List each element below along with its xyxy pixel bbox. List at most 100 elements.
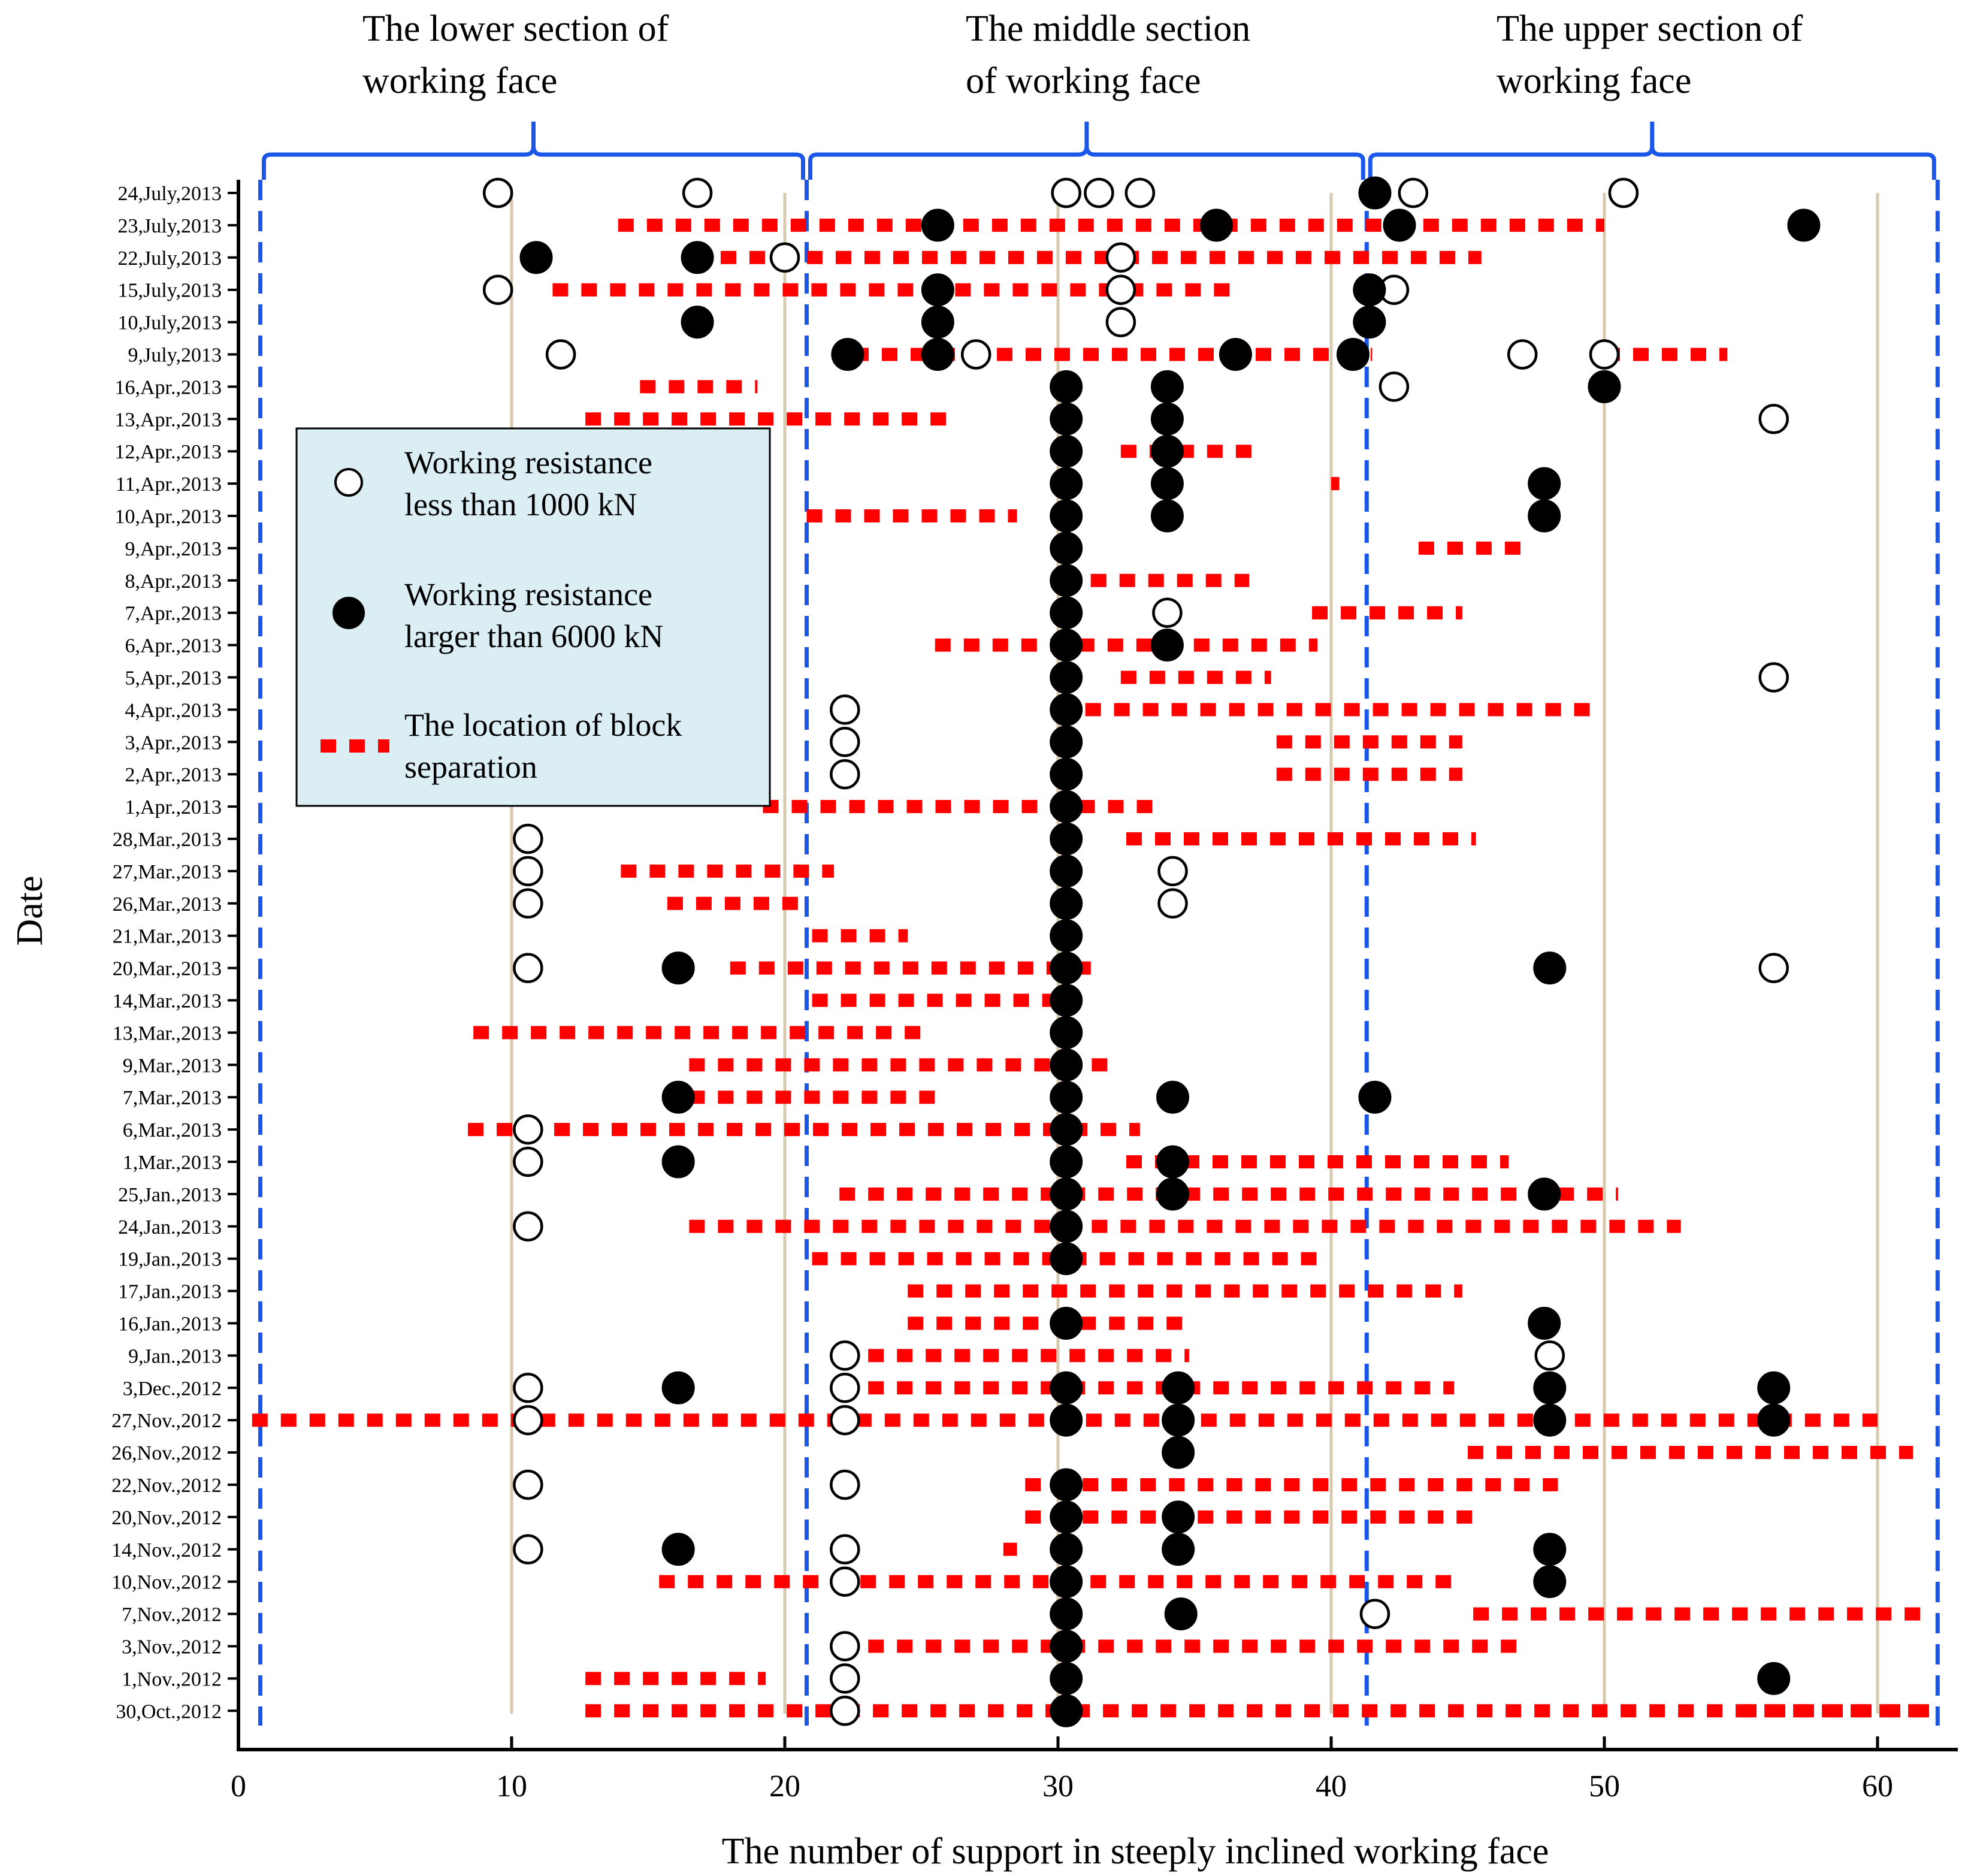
y-tick-label: 26,Nov.,2012 xyxy=(111,1442,222,1464)
point-high-resistance xyxy=(1164,1597,1198,1631)
section-brace-2 xyxy=(1368,122,1936,180)
point-high-resistance xyxy=(1050,1694,1083,1727)
y-tick-label: 13,Mar.,2013 xyxy=(113,1022,222,1044)
section-middle-label-line2: of working face xyxy=(966,61,1201,101)
point-high-resistance xyxy=(1162,1436,1195,1469)
point-low-resistance xyxy=(513,1469,543,1500)
point-low-resistance xyxy=(830,1696,860,1726)
y-tick-label: 9,Apr.,2013 xyxy=(125,538,222,560)
legend-high-line2: larger than 6000 kN xyxy=(404,618,663,654)
point-high-resistance xyxy=(1150,370,1184,403)
y-tick-label: 9,July,2013 xyxy=(128,345,222,367)
point-high-resistance xyxy=(1156,1145,1190,1179)
point-high-resistance xyxy=(519,241,553,274)
point-high-resistance xyxy=(1358,1080,1392,1114)
y-tick-label: 28,Mar.,2013 xyxy=(113,829,222,851)
legend-open-circle-icon xyxy=(334,468,363,497)
y-tick-label: 7,Mar.,2013 xyxy=(123,1087,222,1109)
point-high-resistance xyxy=(1050,1242,1083,1276)
y-tick-label: 9,Mar.,2013 xyxy=(123,1055,222,1077)
y-tick-label: 5,Apr.,2013 xyxy=(125,667,222,690)
point-low-resistance xyxy=(482,177,513,209)
point-high-resistance xyxy=(1162,1371,1195,1404)
point-low-resistance xyxy=(1105,242,1136,273)
point-high-resistance xyxy=(1533,1565,1567,1599)
y-tick-label: 22,July,2013 xyxy=(118,247,222,270)
y-tick-label: 16,Apr.,2013 xyxy=(115,376,222,398)
point-low-resistance xyxy=(830,1663,860,1694)
y-tick-label: 25,Jan.,2013 xyxy=(118,1184,222,1206)
point-high-resistance xyxy=(1050,854,1083,888)
point-high-resistance xyxy=(1050,1371,1083,1404)
point-high-resistance xyxy=(1050,1500,1083,1534)
y-tick-label: 20,Nov.,2012 xyxy=(111,1507,222,1529)
y-tick-label: 1,Apr.,2013 xyxy=(125,796,222,818)
x-tick-label: 50 xyxy=(1589,1769,1620,1804)
point-high-resistance xyxy=(1050,1533,1083,1566)
point-high-resistance xyxy=(1050,693,1083,726)
point-high-resistance xyxy=(921,306,954,339)
section-lower-label-line2: working face xyxy=(362,61,557,101)
point-low-resistance xyxy=(830,694,860,725)
point-high-resistance xyxy=(1050,887,1083,920)
y-tick-label: 8,Apr.,2013 xyxy=(125,570,222,593)
point-high-resistance xyxy=(1533,1403,1567,1437)
point-low-resistance xyxy=(1084,177,1114,209)
point-low-resistance xyxy=(513,888,543,919)
x-axis-title: The number of support in steeply incline… xyxy=(722,1831,1549,1872)
point-high-resistance xyxy=(1162,1403,1195,1437)
point-low-resistance xyxy=(830,1469,860,1500)
point-low-resistance xyxy=(1124,177,1156,209)
point-low-resistance xyxy=(1152,597,1183,628)
point-high-resistance xyxy=(921,338,954,371)
point-low-resistance xyxy=(1157,856,1188,887)
y-tick-label: 20,Mar.,2013 xyxy=(113,958,222,980)
point-high-resistance xyxy=(1050,1468,1083,1502)
point-high-resistance xyxy=(1150,402,1184,436)
point-low-resistance xyxy=(830,1566,860,1597)
y-tick-label: 16,Jan.,2013 xyxy=(118,1313,222,1336)
point-low-resistance xyxy=(513,823,543,854)
point-high-resistance xyxy=(1150,629,1184,662)
point-low-resistance xyxy=(830,727,860,757)
point-high-resistance xyxy=(1358,176,1392,210)
point-high-resistance xyxy=(661,951,695,985)
x-tick-label: 10 xyxy=(496,1769,527,1804)
point-high-resistance xyxy=(1219,338,1252,371)
point-low-resistance xyxy=(1608,177,1639,209)
point-high-resistance xyxy=(1050,1661,1083,1695)
y-tick-label: 21,Mar.,2013 xyxy=(113,926,222,948)
y-tick-label: 1,Mar.,2013 xyxy=(123,1152,222,1174)
point-high-resistance xyxy=(1156,1177,1190,1211)
point-high-resistance xyxy=(661,1533,695,1566)
point-high-resistance xyxy=(1050,434,1083,468)
y-tick-label: 15,July,2013 xyxy=(118,280,222,302)
point-low-resistance xyxy=(769,242,800,273)
point-high-resistance xyxy=(1050,1016,1083,1049)
legend-low-line2: less than 1000 kN xyxy=(404,487,637,522)
section-braces xyxy=(258,122,1940,1726)
point-high-resistance xyxy=(1150,467,1184,500)
y-tick-label: 11,Apr.,2013 xyxy=(116,473,222,496)
y-tick-label: 10,Nov.,2012 xyxy=(111,1572,222,1594)
section-lower-label-line1: The lower section of xyxy=(362,8,669,49)
point-high-resistance xyxy=(921,209,954,242)
gridlines xyxy=(510,193,1879,1714)
point-low-resistance xyxy=(1398,177,1429,209)
point-high-resistance xyxy=(1533,1533,1567,1566)
point-high-resistance xyxy=(1162,1533,1195,1566)
point-low-resistance xyxy=(513,856,543,887)
point-high-resistance xyxy=(661,1145,695,1179)
point-high-resistance xyxy=(1050,1630,1083,1663)
y-tick-label: 14,Mar.,2013 xyxy=(113,990,222,1013)
y-tick-label: 1,Nov.,2012 xyxy=(122,1668,222,1690)
point-high-resistance xyxy=(1050,822,1083,856)
section-brace-0 xyxy=(261,122,805,180)
point-high-resistance xyxy=(1533,951,1567,985)
point-low-resistance xyxy=(513,1373,543,1403)
y-axis-title: Date xyxy=(10,875,50,945)
y-tick-label: 24,July,2013 xyxy=(118,183,222,205)
y-tick-label: 6,Apr.,2013 xyxy=(125,635,222,657)
y-tick-label: 23,July,2013 xyxy=(118,215,222,237)
point-high-resistance xyxy=(1336,338,1370,371)
